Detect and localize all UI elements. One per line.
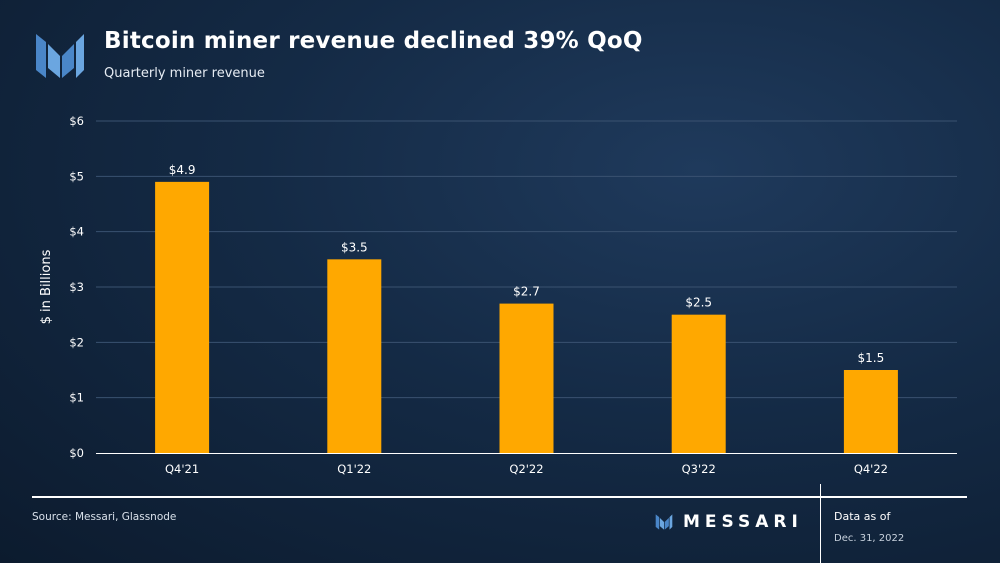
data-as-of-date: Dec. 31, 2022 — [834, 533, 905, 544]
source-note: Source: Messari, Glassnode — [32, 511, 177, 523]
bar-value-label: $1.5 — [858, 351, 885, 365]
x-tick-label: Q4'21 — [165, 462, 199, 476]
x-tick-label: Q3'22 — [682, 462, 716, 476]
y-tick-label: $3 — [69, 280, 84, 294]
y-tick-label: $0 — [69, 446, 84, 460]
y-tick-label: $4 — [69, 225, 84, 239]
x-tick-label: Q2'22 — [509, 462, 543, 476]
data-as-of-label: Data as of — [834, 510, 891, 523]
x-tick-label: Q4'22 — [854, 462, 888, 476]
y-axis-label: $ in Billions — [39, 249, 54, 324]
y-tick-label: $1 — [69, 391, 84, 405]
footer-divider-line — [32, 496, 967, 498]
bar-value-label: $4.9 — [169, 163, 196, 177]
messari-logo-icon — [36, 34, 84, 78]
chart-subtitle: Quarterly miner revenue — [104, 66, 265, 81]
bar — [155, 181, 210, 453]
bar — [843, 370, 898, 453]
y-tick-label: $2 — [69, 335, 84, 349]
bar-value-label: $3.5 — [341, 240, 368, 254]
y-tick-label: $5 — [69, 169, 84, 183]
messari-brand-icon — [655, 514, 673, 530]
y-tick-label: $6 — [69, 114, 84, 128]
chart-title: Bitcoin miner revenue declined 39% QoQ — [104, 28, 643, 54]
brand-name: MESSARI — [683, 512, 803, 532]
bar-value-label: $2.7 — [513, 285, 540, 299]
bar — [499, 303, 554, 453]
bar-value-label: $2.5 — [685, 296, 712, 310]
bar — [671, 314, 726, 453]
bar — [327, 259, 382, 453]
footer-vertical-divider — [820, 484, 821, 563]
x-tick-label: Q1'22 — [337, 462, 371, 476]
brand-footer: MESSARI — [655, 512, 803, 532]
